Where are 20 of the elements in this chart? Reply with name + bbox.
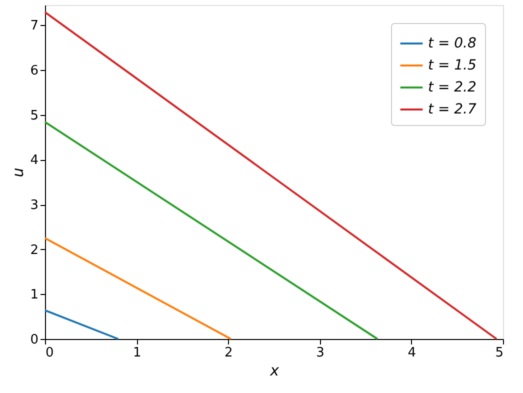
y-tick-label: 5 [30,108,38,124]
legend-label: t = 0.8 [428,36,476,52]
x-tick-label: 2 [224,346,233,360]
y-axis-title: u [9,168,28,178]
x-tick-label: 3 [316,346,324,360]
legend-label: t = 1.5 [428,58,476,74]
y-tick-label: 7 [30,18,38,34]
x-tick-label: 4 [408,346,416,360]
x-axis-title: x [269,362,280,380]
y-tick-label: 3 [30,198,38,214]
y-tick-label: 6 [30,64,38,79]
x-tick-label: 1 [132,346,142,360]
y-tick-label: 1 [30,288,38,303]
y-tick-label: 4 [30,153,38,168]
legend-label: t = 2.7 [428,102,476,118]
y-tick-label: 2 [30,242,38,258]
x-tick-label: 5 [495,346,504,360]
legend-label: t = 2.2 [428,80,476,96]
x-tick-label: 0 [46,346,54,360]
y-tick-label: 0 [30,332,38,348]
